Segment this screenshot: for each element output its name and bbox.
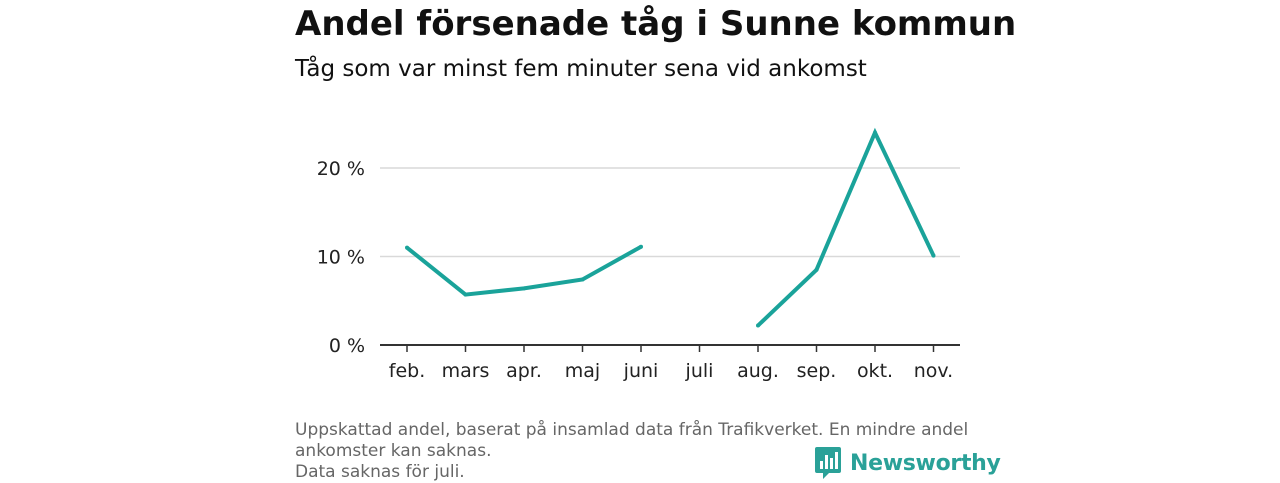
- y-axis-labels: 0 % 10 % 20 %: [317, 158, 365, 357]
- x-tick-label: apr.: [506, 360, 542, 382]
- data-point: [756, 323, 760, 328]
- source-note: Uppskattad andel, baserat på insamlad da…: [295, 420, 969, 461]
- chart-subtitle: Tåg som var minst fem minuter sena vid a…: [295, 56, 867, 82]
- chart-footer: Uppskattad andel, baserat på insamlad da…: [295, 420, 985, 483]
- newsworthy-logo-icon: [815, 447, 841, 479]
- x-tick-label: aug.: [737, 360, 779, 382]
- y-tick-label: 20 %: [317, 158, 365, 180]
- x-tick-label: okt.: [857, 360, 893, 382]
- data-point: [639, 244, 643, 249]
- x-axis: [380, 344, 960, 352]
- data-point: [522, 286, 526, 291]
- data-point: [931, 253, 936, 258]
- line-chart: 0 % 10 % 20 % feb. mars apr. maj juni juli aug. s…: [317, 127, 960, 382]
- brand-name: Newsworthy: [850, 450, 1001, 476]
- gridlines: [380, 167, 960, 258]
- series-line-segment: [756, 127, 936, 327]
- y-tick-label: 10 %: [317, 247, 365, 269]
- x-tick-label: juli: [685, 360, 714, 382]
- data-point: [463, 292, 468, 297]
- brand-logo: Newsworthy: [814, 446, 1001, 480]
- x-tick-label: sep.: [797, 360, 837, 382]
- missing-data-note: Data saknas för juli.: [295, 462, 465, 482]
- x-tick-label: nov.: [914, 360, 953, 382]
- data-point: [814, 267, 819, 272]
- x-axis-labels: feb. mars apr. maj juni juli aug. sep. okt. nov.: [389, 360, 953, 382]
- x-tick-label: maj: [565, 360, 600, 382]
- data-point: [580, 277, 585, 282]
- y-tick-label: 0 %: [329, 335, 365, 357]
- data-point: [873, 130, 877, 135]
- series-lines: [405, 127, 936, 328]
- x-tick-label: feb.: [389, 360, 425, 382]
- data-point: [405, 245, 409, 250]
- x-tick-label: juni: [623, 360, 659, 382]
- x-tick-label: mars: [442, 360, 490, 382]
- chart-title: Andel försenade tåg i Sunne kommun: [295, 4, 1017, 44]
